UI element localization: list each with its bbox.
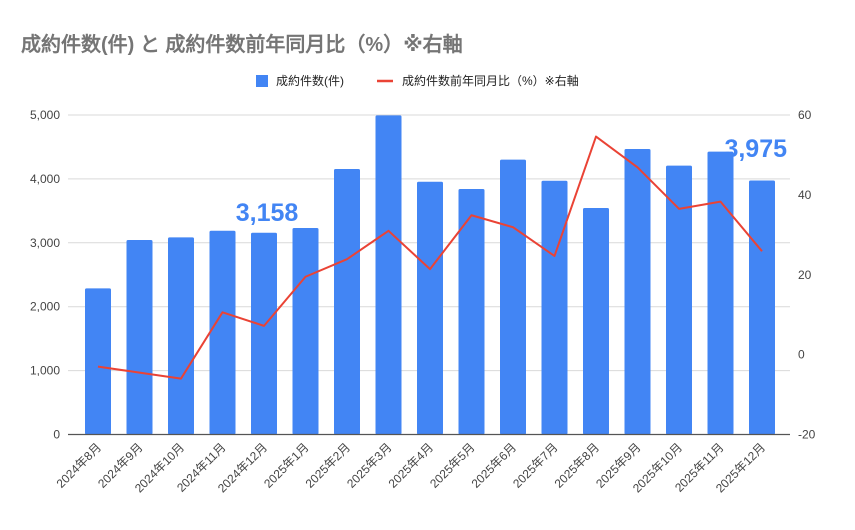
left-axis-tick: 4,000 (30, 172, 60, 186)
bar (375, 115, 402, 435)
bar (749, 180, 775, 435)
bar (541, 180, 568, 435)
right-axis-tick: 40 (798, 188, 812, 202)
bar (417, 181, 443, 435)
bar (251, 232, 277, 435)
data-label: 3,158 (236, 199, 299, 227)
left-axis-tick: 2,000 (30, 300, 60, 314)
right-axis-tick: 60 (798, 108, 812, 122)
legend-label-line: 成約件数前年同月比（%）※右軸 (402, 73, 579, 88)
bar (666, 165, 692, 435)
right-axis-tick: -20 (798, 428, 816, 442)
legend-swatch-bars (256, 75, 268, 87)
bar (85, 288, 111, 435)
bar (458, 189, 485, 435)
bar (707, 151, 734, 435)
bar (500, 159, 526, 435)
left-axis-tick: 1,000 (30, 364, 60, 378)
data-label: 3,975 (724, 135, 787, 163)
left-axis-tick: 5,000 (30, 108, 60, 122)
bar (334, 169, 360, 435)
right-axis-tick: 20 (798, 268, 812, 282)
bar (292, 228, 319, 435)
bar (624, 148, 651, 435)
bar (168, 237, 194, 435)
bar (126, 240, 153, 435)
right-axis-tick: 0 (798, 348, 805, 362)
chart-title: 成約件数(件) と 成約件数前年同月比（%）※右軸 (21, 34, 463, 56)
bar (209, 230, 236, 435)
left-axis-tick: 3,000 (30, 236, 60, 250)
legend-label-bars: 成約件数(件) (276, 73, 344, 88)
bar (583, 208, 609, 435)
left-axis-tick: 0 (53, 428, 60, 442)
